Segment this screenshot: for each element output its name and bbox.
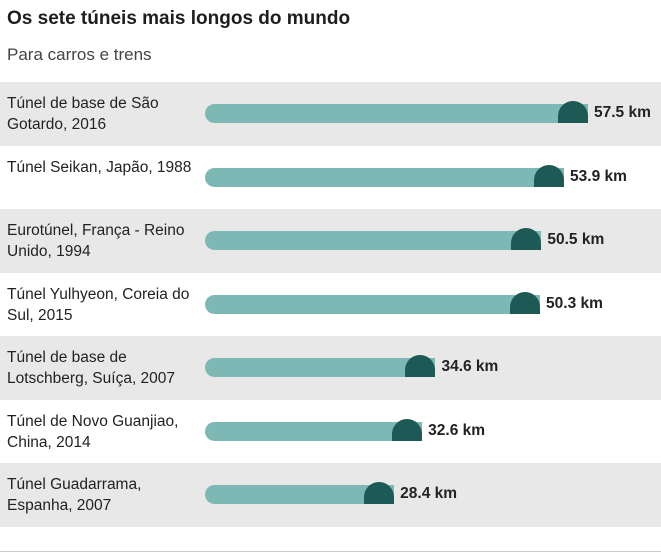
tunnel-entrance-cap xyxy=(392,418,423,441)
tunnel-label: Eurotúnel, França - Reino Unido, 1994 xyxy=(7,222,185,260)
value-label: 28.4 km xyxy=(400,485,458,502)
tunnel-entrance-cap xyxy=(405,355,436,377)
value-label: 50.5 km xyxy=(547,231,605,248)
tunnel-label: Túnel de base de Lotschberg, Suíça, 2007 xyxy=(7,349,176,387)
tunnel-row: Túnel Yulhyeon, Coreia do Sul, 2015 50.3 … xyxy=(0,273,661,337)
tunnel-entrance-cap xyxy=(364,482,395,504)
bar-area: 57.5 km xyxy=(205,82,661,146)
tunnel-bar xyxy=(205,485,395,504)
value-label: 34.6 km xyxy=(441,358,499,375)
tunnel-entrance-cap xyxy=(558,101,588,123)
tunnel-entrance-cap xyxy=(534,164,565,187)
tunnel-row: Túnel de base de Lotschberg, Suíça, 2007… xyxy=(0,336,661,400)
bar-area: 34.6 km xyxy=(205,336,661,400)
tunnel-label: Túnel de base de São Gotardo, 2016 xyxy=(7,95,159,133)
tunnel-bar xyxy=(205,358,436,377)
value-label: 50.3 km xyxy=(546,294,603,312)
tunnel-bar xyxy=(205,231,542,250)
tunnel-label: Túnel Yulhyeon, Coreia do Sul, 2015 xyxy=(7,285,190,324)
tunnel-row: Túnel de Novo Guanjiao, China, 2014 32.6 … xyxy=(0,400,661,464)
tunnel-entrance-cap xyxy=(510,291,541,314)
tunnel-entrance-cap xyxy=(511,228,542,250)
bar-area: 50.5 km xyxy=(205,209,661,273)
bar-area: 50.3 km xyxy=(205,273,661,337)
tunnel-rows: Túnel de base de São Gotardo, 2016 57.5 k… xyxy=(0,82,661,527)
value-label: 53.9 km xyxy=(570,167,627,185)
tunnel-row: Túnel de base de São Gotardo, 2016 57.5 k… xyxy=(0,82,661,146)
chart-title: Os sete túneis mais longos do mundo xyxy=(7,8,351,29)
bar-area: 53.9 km xyxy=(205,146,661,210)
bottom-divider xyxy=(0,551,661,552)
tunnel-bar xyxy=(205,421,423,441)
tunnel-bar xyxy=(205,104,588,123)
tunnel-bar xyxy=(205,167,565,187)
value-label: 32.6 km xyxy=(428,421,486,439)
tunnel-label: Túnel Seikan, Japão, 1988 xyxy=(7,158,192,176)
value-label: 57.5 km xyxy=(594,104,651,121)
tunnel-bar xyxy=(205,294,541,314)
bar-area: 32.6 km xyxy=(205,400,661,464)
bar-area: 28.4 km xyxy=(205,463,661,527)
tunnel-row: Túnel Guadarrama, Espanha, 2007 28.4 km xyxy=(0,463,661,527)
tunnel-label: Túnel Guadarrama, Espanha, 2007 xyxy=(7,476,142,514)
tunnel-row: Túnel Seikan, Japão, 1988 53.9 km xyxy=(0,146,661,210)
tunnel-label: Túnel de Novo Guanjiao, China, 2014 xyxy=(7,412,179,451)
chart-subtitle: Para carros e trens xyxy=(7,45,152,64)
tunnel-row: Eurotúnel, França - Reino Unido, 1994 50.… xyxy=(0,209,661,273)
